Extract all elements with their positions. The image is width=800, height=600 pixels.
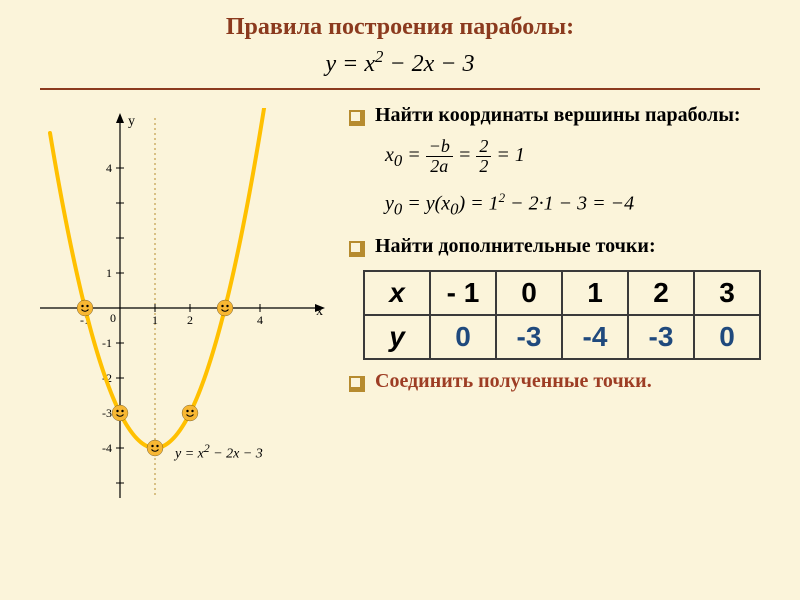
svg-text:2: 2 bbox=[187, 313, 193, 327]
step-connect: Соединить полученные точки. bbox=[349, 370, 770, 393]
y-axis-label: y bbox=[128, 114, 135, 130]
table-y-cell: -3 bbox=[496, 315, 562, 359]
bullet-icon bbox=[349, 110, 365, 126]
table-x-cell: 1 bbox=[562, 271, 628, 315]
svg-text:4: 4 bbox=[106, 161, 112, 175]
content-row: -112441-1-2-3-40 y x y = x2 − 2x − 3 Най… bbox=[0, 98, 800, 600]
svg-text:-4: -4 bbox=[102, 441, 112, 455]
divider bbox=[40, 88, 760, 90]
main-equation: y = x2 − 2x − 3 bbox=[0, 47, 800, 88]
table-y-cell: -3 bbox=[628, 315, 694, 359]
points-table-wrap: x- 10123y0-3-4-30 bbox=[363, 270, 770, 360]
table-x-cell: - 1 bbox=[430, 271, 496, 315]
bullet-icon bbox=[349, 241, 365, 257]
vertex-x-formula: x0 = −b2a = 22 = 1 bbox=[385, 137, 770, 176]
vertex-y-formula: y0 = y(x0) = 12 − 2·1 − 3 = −4 bbox=[385, 190, 770, 220]
step-connect-text: Соединить полученные точки. bbox=[375, 370, 652, 393]
table-x-cell: 3 bbox=[694, 271, 760, 315]
table-y-cell: 0 bbox=[694, 315, 760, 359]
table-x-cell: 0 bbox=[496, 271, 562, 315]
page-title: Правила построения параболы: bbox=[0, 0, 800, 47]
table-y-cell: 0 bbox=[430, 315, 496, 359]
svg-text:-3: -3 bbox=[102, 406, 112, 420]
svg-text:1: 1 bbox=[106, 266, 112, 280]
table-header-y: y bbox=[364, 315, 430, 359]
chart-panel: -112441-1-2-3-40 y x y = x2 − 2x − 3 bbox=[30, 98, 335, 590]
svg-text:1: 1 bbox=[152, 313, 158, 327]
table-x-cell: 2 bbox=[628, 271, 694, 315]
points-table: x- 10123y0-3-4-30 bbox=[363, 270, 761, 360]
x-axis-label: x bbox=[316, 304, 323, 320]
step-extra-points: Найти дополнительные точки: bbox=[349, 235, 770, 258]
chart-equation-label: y = x2 − 2x − 3 bbox=[175, 442, 263, 463]
svg-text:-1: -1 bbox=[102, 336, 112, 350]
step-vertex-text: Найти координаты вершины параболы: bbox=[375, 104, 741, 127]
svg-text:4: 4 bbox=[257, 313, 263, 327]
step-vertex: Найти координаты вершины параболы: bbox=[349, 104, 770, 127]
bullet-icon bbox=[349, 376, 365, 392]
table-header-x: x bbox=[364, 271, 430, 315]
svg-text:0: 0 bbox=[110, 311, 116, 325]
steps-panel: Найти координаты вершины параболы: x0 = … bbox=[345, 98, 770, 590]
step-extra-text: Найти дополнительные точки: bbox=[375, 235, 656, 258]
table-y-cell: -4 bbox=[562, 315, 628, 359]
